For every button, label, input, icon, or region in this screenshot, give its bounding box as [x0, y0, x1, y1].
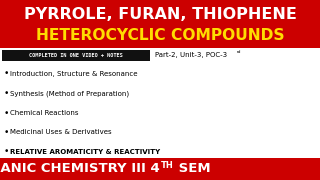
Text: Synthesis (Method of Preparation): Synthesis (Method of Preparation)	[10, 90, 129, 97]
Text: COMPLETED IN ONE VIDEO + NOTES: COMPLETED IN ONE VIDEO + NOTES	[29, 53, 123, 58]
Text: •: •	[4, 147, 9, 156]
Text: •: •	[4, 89, 9, 98]
Text: RELATIVE AROMATICITY & REACTIVITY: RELATIVE AROMATICITY & REACTIVITY	[10, 149, 160, 155]
Text: Part-2, Unit-3, POC-3: Part-2, Unit-3, POC-3	[155, 53, 227, 58]
Text: TH: TH	[161, 161, 174, 170]
Text: SEM: SEM	[174, 163, 211, 175]
Text: •: •	[4, 69, 9, 78]
Text: Chemical Reactions: Chemical Reactions	[10, 110, 78, 116]
Text: HETEROCYCLIC COMPOUNDS: HETEROCYCLIC COMPOUNDS	[36, 28, 284, 44]
Bar	[0, 158, 320, 180]
Text: PYRROLE, FURAN, THIOPHENE: PYRROLE, FURAN, THIOPHENE	[24, 7, 296, 22]
Text: Introduction, Structure & Resonance: Introduction, Structure & Resonance	[10, 71, 138, 77]
Bar	[0, 0, 320, 48]
Text: •: •	[4, 128, 9, 137]
Text: rd: rd	[237, 50, 242, 54]
Text: Medicinal Uses & Derivatives: Medicinal Uses & Derivatives	[10, 129, 112, 136]
Bar	[2, 50, 150, 61]
Text: •: •	[4, 109, 9, 118]
Text: ORGANIC CHEMISTRY III 4: ORGANIC CHEMISTRY III 4	[0, 163, 160, 175]
